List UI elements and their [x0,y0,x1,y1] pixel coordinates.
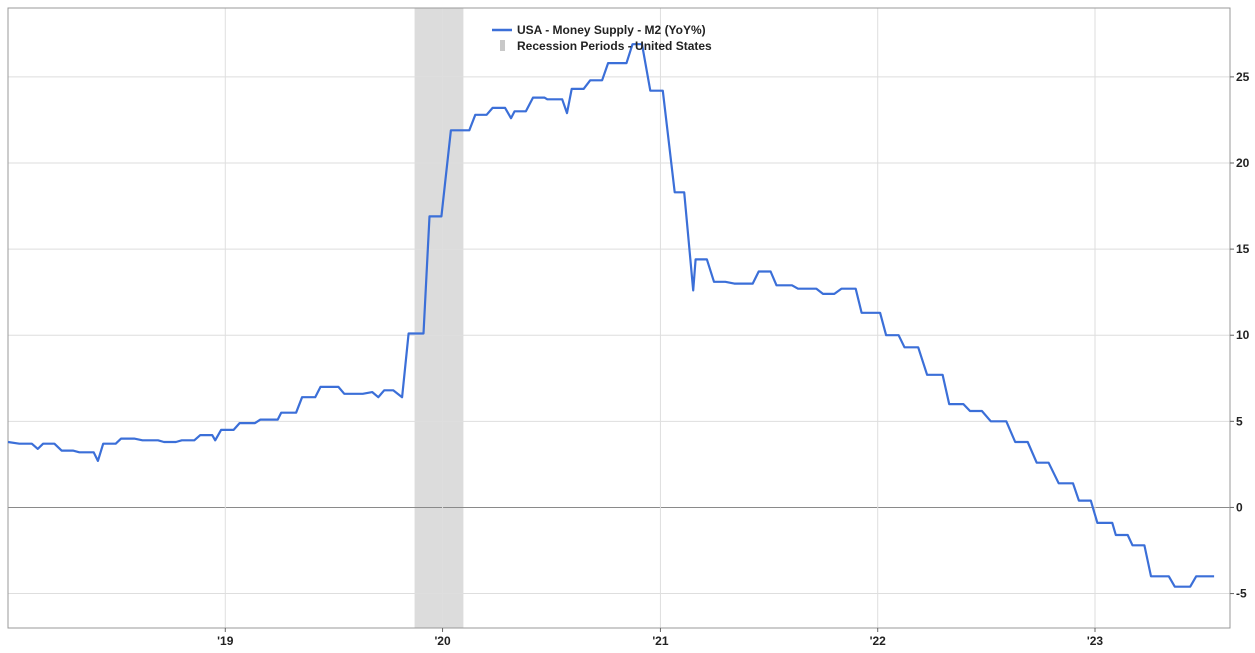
recession-layer [414,8,464,628]
legend-recession-swatch [500,40,505,51]
axis-layer: -5 0 5 10 15 20 25 '19 '20 '21 '22 '23 [217,70,1249,648]
grid-layer [8,8,1230,628]
y-tick-label: 20 [1236,156,1250,170]
legend-label-m2: USA - Money Supply - M2 (YoY%) [517,23,706,37]
y-tick-label: 15 [1236,242,1250,256]
recession-band [414,8,464,628]
x-tick-label: '19 [217,634,234,648]
y-tick-label: -5 [1236,587,1247,601]
series-layer [7,43,1215,588]
legend: USA - Money Supply - M2 (YoY%) Recession… [492,23,712,53]
plot-frame [7,7,1231,629]
x-tick-label: '23 [1087,634,1104,648]
y-tick-label: 25 [1236,70,1250,84]
x-tick-label: '21 [652,634,669,648]
y-tick-label: 5 [1236,414,1243,428]
y-tick-label: 0 [1236,500,1243,514]
x-tick-label: '20 [434,634,451,648]
legend-label-recession: Recession Periods - United States [517,39,712,53]
series-line-m2 [7,43,1215,588]
y-tick-label: 10 [1236,328,1250,342]
x-tick-label: '22 [870,634,887,648]
